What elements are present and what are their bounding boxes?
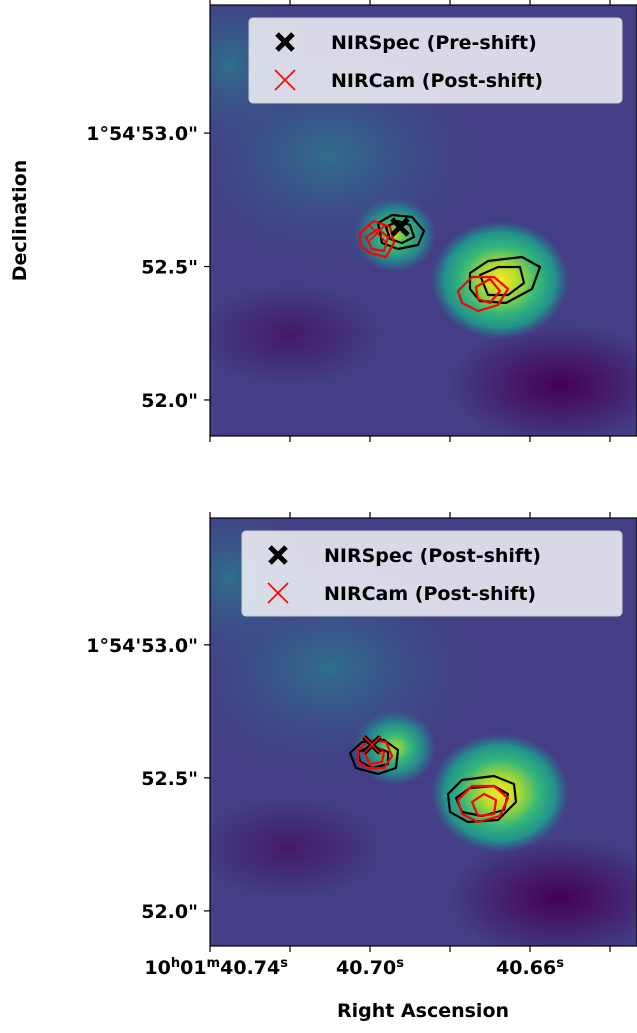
x-tick-label: 40.66s: [496, 956, 564, 980]
marker: [390, 217, 410, 237]
contour: [456, 784, 510, 824]
legend-label: NIRSpec (Post-shift): [324, 545, 541, 567]
legend-marker-stroke: [268, 545, 288, 565]
marker: [367, 223, 387, 243]
contour: [468, 255, 542, 305]
contour: [474, 277, 502, 305]
legend-marker: [275, 32, 295, 52]
marker-stroke: [362, 735, 382, 755]
image-source: [430, 733, 570, 853]
x-tick-label: 40.70s: [336, 956, 404, 980]
axes-frame: [209, 4, 637, 437]
image-source: [430, 220, 570, 340]
contour: [456, 275, 510, 313]
contour: [470, 792, 498, 818]
contour: [358, 219, 396, 259]
image-dark: [210, 798, 380, 898]
y-tick-label: 52.0": [141, 901, 198, 923]
legend-label: NIRCam (Post-shift): [324, 583, 536, 605]
contour: [376, 213, 426, 251]
legend-marker: [268, 545, 288, 565]
image-dark: [450, 838, 637, 946]
legend-box: [241, 530, 623, 617]
marker-stroke: [367, 223, 387, 243]
contour: [478, 265, 526, 297]
image-dark: [450, 325, 637, 436]
marker: [362, 735, 382, 755]
x-tick-label: 10h01m40.74s: [144, 956, 288, 980]
contour: [446, 774, 518, 824]
axes-frame: [209, 517, 637, 947]
contour: [364, 227, 390, 253]
legend-label: NIRCam (Post-shift): [331, 70, 543, 92]
y-axis-label: Declination: [9, 160, 31, 281]
legend-marker: [267, 582, 289, 604]
legend-marker-stroke: [274, 69, 296, 91]
contour: [384, 219, 416, 245]
legend-box: [248, 17, 623, 104]
legend-label: NIRSpec (Pre-shift): [331, 32, 537, 54]
image-dark: [210, 285, 380, 385]
legend-marker-stroke: [267, 582, 289, 604]
marker-stroke: [390, 217, 410, 237]
legend-marker-stroke: [275, 32, 295, 52]
x-axis-label: Right Ascension: [337, 1000, 509, 1022]
y-tick-label: 52.5": [141, 257, 198, 279]
legend-marker: [274, 69, 296, 91]
y-tick-label: 1°54'53.0": [86, 123, 198, 145]
y-tick-label: 52.5": [141, 768, 198, 790]
y-tick-label: 52.0": [141, 390, 198, 412]
y-tick-label: 1°54'53.0": [86, 635, 198, 657]
contour: [356, 738, 394, 770]
